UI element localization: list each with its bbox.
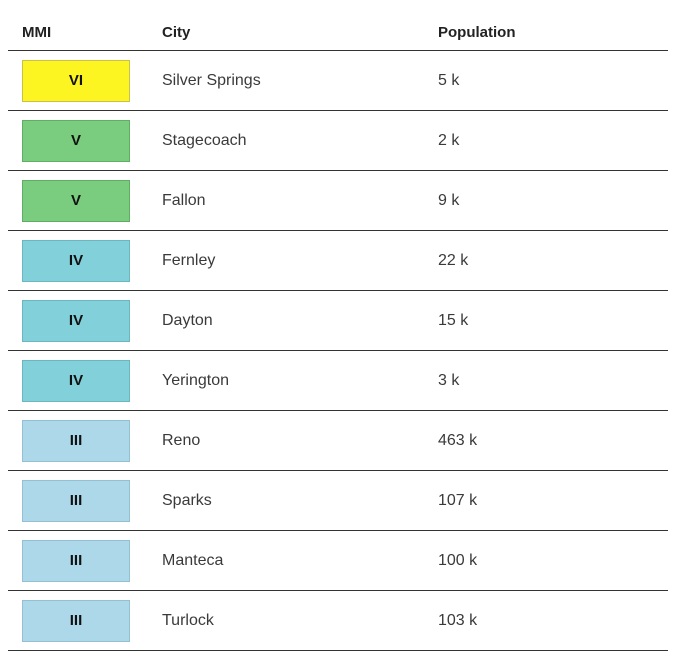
table-row: IV Yerington 3 k	[8, 351, 668, 411]
table-row: V Stagecoach 2 k	[8, 111, 668, 171]
table-row: VI Silver Springs 5 k	[8, 51, 668, 111]
table-row: III Turlock 103 k	[8, 591, 668, 651]
population-cell: 100 k	[438, 551, 478, 569]
city-cell: Manteca	[162, 551, 224, 569]
table-row: III Manteca 100 k	[8, 531, 668, 591]
city-cell: Turlock	[162, 611, 214, 629]
mmi-badge: IV	[22, 359, 130, 402]
city-cell: Sparks	[162, 491, 212, 509]
header-mmi: MMI	[22, 23, 52, 41]
mmi-badge: VI	[22, 59, 130, 102]
table-header: MMI City Population	[8, 14, 668, 51]
mmi-cell: III	[8, 419, 162, 462]
table-body: VI Silver Springs 5 k V Stagecoach 2 k V Fallon…	[8, 51, 668, 651]
mmi-badge: III	[22, 539, 130, 582]
population-cell: 22 k	[438, 251, 469, 269]
mmi-badge: IV	[22, 299, 130, 342]
table-row: IV Fernley 22 k	[8, 231, 668, 291]
mmi-cell: IV	[8, 299, 162, 342]
mmi-cell: III	[8, 539, 162, 582]
population-cell: 2 k	[438, 131, 460, 149]
population-cell: 463 k	[438, 431, 478, 449]
mmi-badge: V	[22, 179, 130, 222]
population-cell: 5 k	[438, 71, 460, 89]
city-cell: Stagecoach	[162, 131, 247, 149]
table-row: IV Dayton 15 k	[8, 291, 668, 351]
table-row: III Sparks 107 k	[8, 471, 668, 531]
mmi-badge: III	[22, 479, 130, 522]
mmi-badge: III	[22, 599, 130, 642]
mmi-cell: V	[8, 119, 162, 162]
table-row: V Fallon 9 k	[8, 171, 668, 231]
mmi-badge: IV	[22, 239, 130, 282]
mmi-cell: IV	[8, 239, 162, 282]
mmi-cell: IV	[8, 359, 162, 402]
city-cell: Dayton	[162, 311, 213, 329]
population-cell: 9 k	[438, 191, 460, 209]
population-cell: 3 k	[438, 371, 460, 389]
table-row: III Reno 463 k	[8, 411, 668, 471]
mmi-cell: III	[8, 599, 162, 642]
mmi-cell: III	[8, 479, 162, 522]
mmi-badge: V	[22, 119, 130, 162]
city-cell: Reno	[162, 431, 201, 449]
city-cell: Silver Springs	[162, 71, 261, 89]
header-population: Population	[438, 23, 516, 41]
mmi-cell: VI	[8, 59, 162, 102]
mmi-badge: III	[22, 419, 130, 462]
header-city: City	[162, 23, 191, 41]
city-cell: Fallon	[162, 191, 206, 209]
population-cell: 107 k	[438, 491, 478, 509]
city-cell: Yerington	[162, 371, 230, 389]
population-cell: 15 k	[438, 311, 469, 329]
city-cell: Fernley	[162, 251, 216, 269]
mmi-cell: V	[8, 179, 162, 222]
population-cell: 103 k	[438, 611, 478, 629]
